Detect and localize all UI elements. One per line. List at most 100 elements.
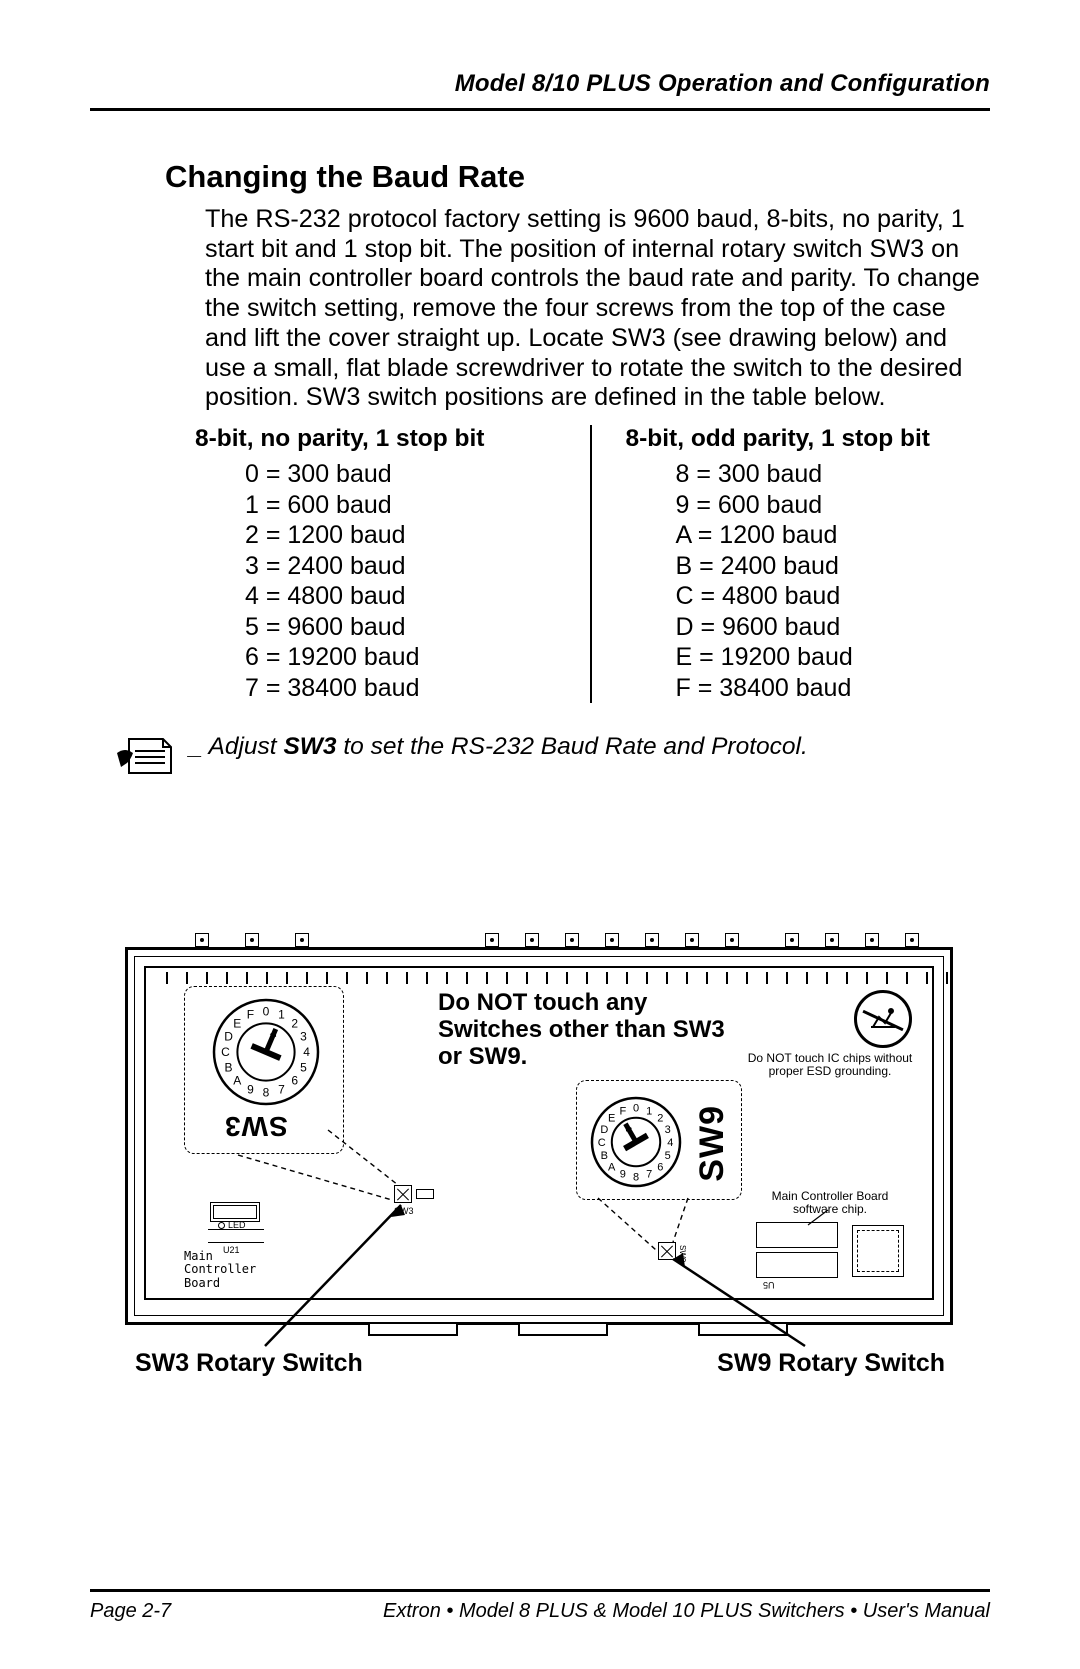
tiny-chip-sw9 <box>658 1242 676 1260</box>
tiny-sw9-label: SW9 <box>678 1245 687 1262</box>
switch-captions: SW3 Rotary Switch SW9 Rotary Switch <box>135 1349 945 1378</box>
svg-text:2: 2 <box>657 1113 663 1125</box>
board-connector <box>785 933 799 947</box>
board-connector <box>295 933 309 947</box>
svg-text:B: B <box>601 1150 608 1162</box>
board-connector <box>485 933 499 947</box>
baud-list-left: 0 = 300 baud1 = 600 baud2 = 1200 baud3 =… <box>195 459 560 703</box>
board-connector <box>865 933 879 947</box>
baud-row: 5 = 9600 baud <box>245 612 560 643</box>
baud-row: C = 4800 baud <box>676 581 991 612</box>
note-prefix: _ Adjust <box>189 733 283 760</box>
svg-text:8: 8 <box>263 1086 270 1100</box>
svg-text:2: 2 <box>291 1016 298 1030</box>
mc-chip-caption: Main Controller Board software chip. <box>760 1190 900 1216</box>
svg-text:C: C <box>598 1137 606 1149</box>
warning-text: Do NOT touch any Switches other than SW3… <box>438 990 738 1071</box>
svg-text:3: 3 <box>300 1030 307 1044</box>
svg-text:5: 5 <box>665 1150 671 1162</box>
chip-small <box>210 1202 260 1222</box>
baud-row: A = 1200 baud <box>676 520 991 551</box>
board-connector <box>245 933 259 947</box>
svg-text:A: A <box>233 1074 241 1088</box>
tiny-chip-sw3 <box>394 1185 412 1203</box>
baud-col-right: 8-bit, odd parity, 1 stop bit 8 = 300 ba… <box>590 425 991 703</box>
svg-text:F: F <box>619 1105 626 1117</box>
baud-head-right: 8-bit, odd parity, 1 stop bit <box>626 425 991 459</box>
note-strong: SW3 <box>283 733 336 760</box>
baud-row: B = 2400 baud <box>676 551 991 582</box>
svg-text:9: 9 <box>247 1083 254 1097</box>
baud-row: D = 9600 baud <box>676 612 991 643</box>
board-connector <box>605 933 619 947</box>
baud-row: 8 = 300 baud <box>676 459 991 490</box>
u21-box <box>208 1229 264 1243</box>
note-icon <box>115 733 175 781</box>
svg-text:1: 1 <box>278 1008 285 1022</box>
esd-icon <box>854 990 912 1048</box>
section-title: Changing the Baud Rate <box>165 159 990 195</box>
svg-text:8: 8 <box>633 1171 639 1183</box>
tiny-pair-1 <box>416 1189 434 1199</box>
svg-text:C: C <box>221 1045 230 1059</box>
baud-row: 4 = 4800 baud <box>245 581 560 612</box>
svg-text:F: F <box>247 1008 254 1022</box>
svg-text:E: E <box>608 1113 615 1125</box>
board-connector <box>195 933 209 947</box>
baud-row: 6 = 19200 baud <box>245 642 560 673</box>
sw9-caption: SW9 Rotary Switch <box>717 1349 945 1378</box>
running-head: Model 8/10 PLUS Operation and Configurat… <box>90 70 990 98</box>
svg-text:B: B <box>225 1061 233 1075</box>
board-diagram: Do NOT touch any Switches other than SW3… <box>125 931 955 1401</box>
square-chip <box>852 1225 904 1277</box>
board-connector <box>565 933 579 947</box>
svg-text:5: 5 <box>300 1061 307 1075</box>
baud-col-left: 8-bit, no parity, 1 stop bit 0 = 300 bau… <box>195 425 590 703</box>
svg-text:1: 1 <box>646 1105 652 1117</box>
sw3-caption: SW3 Rotary Switch <box>135 1349 363 1378</box>
mcb-label: Main Controller Board <box>184 1250 256 1290</box>
u5-label: U5 <box>763 1280 775 1290</box>
page: Model 8/10 PLUS Operation and Configurat… <box>0 0 1080 1669</box>
baud-row: 9 = 600 baud <box>676 490 991 521</box>
board-connector <box>825 933 839 947</box>
baud-row: 3 = 2400 baud <box>245 551 560 582</box>
board-tab <box>518 1324 608 1336</box>
board-connector <box>645 933 659 947</box>
baud-row: 0 = 300 baud <box>245 459 560 490</box>
content-block: Changing the Baud Rate The RS-232 protoc… <box>90 159 990 781</box>
svg-text:A: A <box>608 1161 616 1173</box>
section-paragraph: The RS-232 protocol factory setting is 9… <box>165 205 990 413</box>
svg-text:9: 9 <box>620 1169 626 1181</box>
sw9-dial: 0123456789ABCDEF <box>580 1086 680 1186</box>
svg-text:0: 0 <box>263 1005 270 1019</box>
manual-title: Extron • Model 8 PLUS & Model 10 PLUS Sw… <box>383 1600 990 1623</box>
sw9-label: SW9 <box>693 1105 732 1182</box>
board-connector <box>525 933 539 947</box>
note-suffix: to set the RS-232 Baud Rate and Protocol… <box>337 733 808 760</box>
board-tab <box>368 1324 458 1336</box>
baud-head-left: 8-bit, no parity, 1 stop bit <box>195 425 560 459</box>
baud-table: 8-bit, no parity, 1 stop bit 0 = 300 bau… <box>165 425 990 703</box>
svg-text:4: 4 <box>667 1137 673 1149</box>
board-connector <box>905 933 919 947</box>
svg-text:7: 7 <box>278 1083 285 1097</box>
baud-list-right: 8 = 300 baud9 = 600 baudA = 1200 baudB =… <box>626 459 991 703</box>
svg-text:7: 7 <box>646 1169 652 1181</box>
baud-row: E = 19200 baud <box>676 642 991 673</box>
tiny-sw3-label: SW3 <box>394 1206 414 1216</box>
svg-text:D: D <box>224 1030 233 1044</box>
svg-text:4: 4 <box>303 1045 310 1059</box>
note-text: _ Adjust SW3 to set the RS-232 Baud Rate… <box>189 733 808 761</box>
note-row: _ Adjust SW3 to set the RS-232 Baud Rate… <box>115 733 990 781</box>
baud-row: F = 38400 baud <box>676 673 991 704</box>
esd-caption: Do NOT touch IC chips without proper ESD… <box>740 1052 920 1078</box>
svg-text:E: E <box>233 1016 241 1030</box>
board-connector <box>725 933 739 947</box>
board-tab <box>698 1324 788 1336</box>
sw3-dial: 0123456789ABCDEF <box>202 988 322 1108</box>
baud-row: 1 = 600 baud <box>245 490 560 521</box>
svg-text:3: 3 <box>665 1124 671 1136</box>
rule-top <box>90 108 990 111</box>
baud-row: 7 = 38400 baud <box>245 673 560 704</box>
